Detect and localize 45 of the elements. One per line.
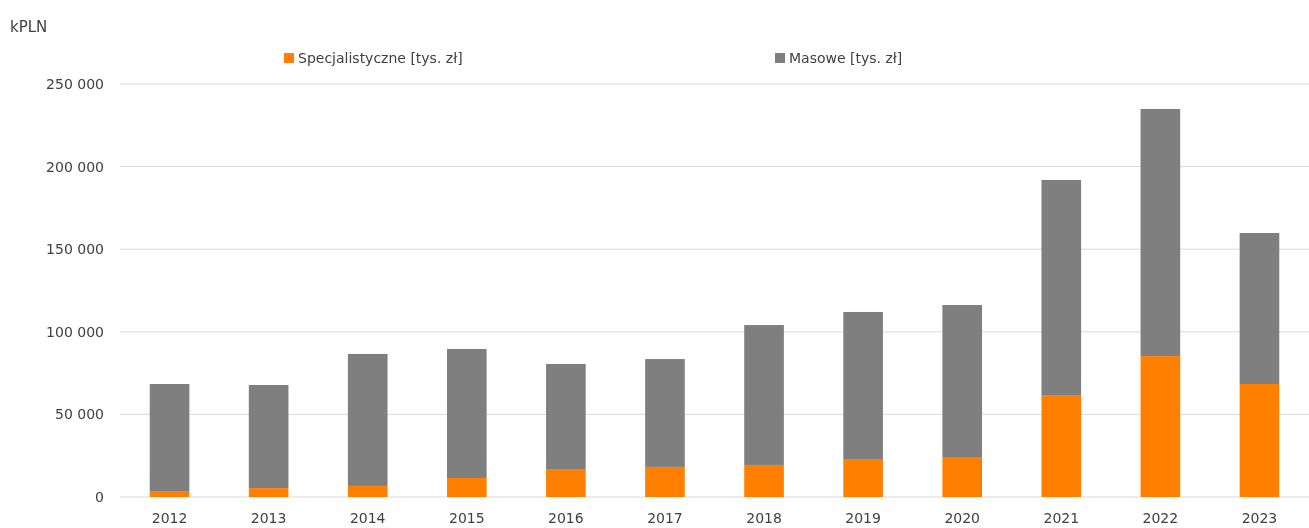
bar — [1239, 233, 1280, 384]
y-axis-title: kPLN — [10, 18, 48, 36]
x-tick-label: 2020 — [944, 510, 981, 526]
bar — [942, 305, 983, 458]
bar — [347, 485, 388, 497]
bar — [546, 469, 586, 497]
y-tick-label: 50 000 — [55, 406, 104, 423]
legend-label: Masowe [tys. zł] — [789, 49, 903, 66]
bar — [446, 348, 487, 478]
bar — [645, 466, 685, 497]
y-tick-label: 100 000 — [46, 323, 104, 340]
bar — [347, 353, 388, 486]
x-tick-label: 2012 — [151, 510, 188, 526]
x-tick-label: 2019 — [845, 510, 881, 526]
legend-label: Specjalistyczne [tys. zł] — [298, 49, 463, 66]
x-tick-label: 2013 — [250, 510, 287, 526]
bar — [1041, 395, 1082, 497]
bar — [645, 359, 685, 467]
x-tick-label: 2021 — [1043, 510, 1080, 526]
bar — [1041, 179, 1082, 396]
y-tick-label: 200 000 — [46, 158, 104, 175]
bar — [744, 464, 784, 497]
bar — [843, 459, 883, 497]
bar — [149, 384, 190, 492]
x-tick-label: 2016 — [548, 510, 584, 526]
y-tick-label: 150 000 — [46, 241, 104, 258]
bar — [149, 491, 190, 497]
bar — [744, 325, 784, 465]
bar — [843, 311, 883, 459]
bar — [248, 384, 289, 489]
x-tick-label: 2018 — [746, 510, 782, 526]
x-tick-label: 2022 — [1142, 510, 1179, 526]
bar — [1140, 108, 1181, 357]
bar — [546, 364, 586, 470]
y-tick-label: 0 — [95, 488, 104, 505]
x-tick-label: 2017 — [647, 510, 683, 526]
bar — [1140, 356, 1181, 497]
bar — [942, 457, 983, 497]
x-tick-label: 2015 — [448, 510, 485, 526]
x-tick-label: 2023 — [1241, 510, 1278, 526]
bar — [1239, 384, 1280, 497]
bar — [446, 478, 487, 497]
bar — [248, 488, 289, 497]
y-tick-label: 250 000 — [46, 75, 104, 92]
x-tick-label: 2014 — [349, 510, 386, 526]
